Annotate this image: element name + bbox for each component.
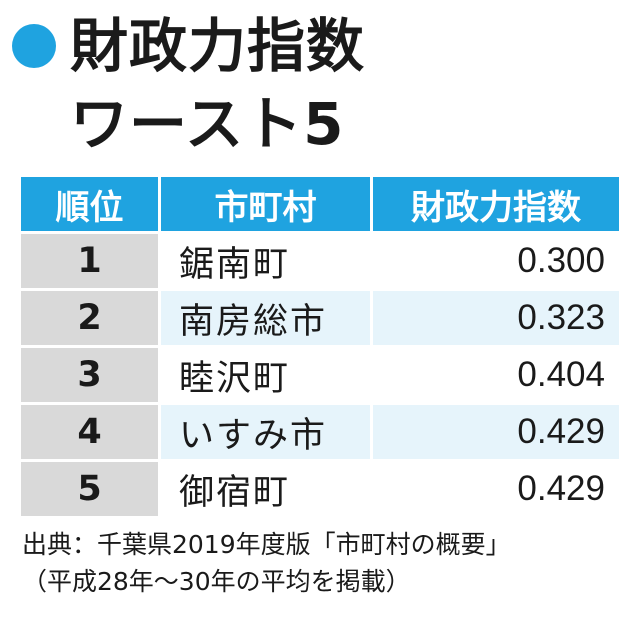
circle-bullet-icon — [12, 24, 56, 68]
rank-cell: 1 — [21, 234, 161, 288]
municipality-cell: 御宿町 — [161, 462, 373, 516]
fiscal-index-cell: 0.429 — [373, 462, 619, 516]
fiscal-index-cell: 0.323 — [373, 291, 619, 345]
header-rank: 順位 — [21, 177, 161, 231]
source-note: 出典：千葉県2019年度版「市町村の概要」 （平成28年～30年の平均を掲載） — [22, 526, 632, 600]
rank-cell: 3 — [21, 348, 161, 402]
fiscal-index-cell: 0.429 — [373, 405, 619, 459]
rank-cell: 2 — [21, 291, 161, 345]
header-municipality: 市町村 — [161, 177, 373, 231]
rank-cell: 5 — [21, 462, 161, 516]
title-row: 財政力指数 — [12, 6, 632, 86]
municipality-cell: 南房総市 — [161, 291, 373, 345]
municipality-cell: 睦沢町 — [161, 348, 373, 402]
table-row: 2 南房総市 0.323 — [21, 291, 619, 345]
municipality-cell: 鋸南町 — [161, 234, 373, 288]
rank-cell: 4 — [21, 405, 161, 459]
title-block: 財政力指数 ワースト5 — [12, 6, 632, 164]
table-row: 1 鋸南町 0.300 — [21, 234, 619, 288]
source-line-1: 出典：千葉県2019年度版「市町村の概要」 — [22, 530, 511, 559]
table-row: 5 御宿町 0.429 — [21, 462, 619, 516]
title-line-1: 財政力指数 — [70, 12, 366, 80]
ranking-table: 順位 市町村 財政力指数 1 鋸南町 0.300 2 南房総市 0.323 3 … — [21, 174, 619, 519]
municipality-cell: いすみ市 — [161, 405, 373, 459]
source-line-2: （平成28年～30年の平均を掲載） — [22, 567, 411, 596]
header-fiscal-index: 財政力指数 — [373, 177, 619, 231]
title-line-2: ワースト5 — [70, 90, 345, 158]
fiscal-index-cell: 0.404 — [373, 348, 619, 402]
fiscal-index-cell: 0.300 — [373, 234, 619, 288]
table-row: 3 睦沢町 0.404 — [21, 348, 619, 402]
table-row: 4 いすみ市 0.429 — [21, 405, 619, 459]
table-header-row: 順位 市町村 財政力指数 — [21, 177, 619, 231]
